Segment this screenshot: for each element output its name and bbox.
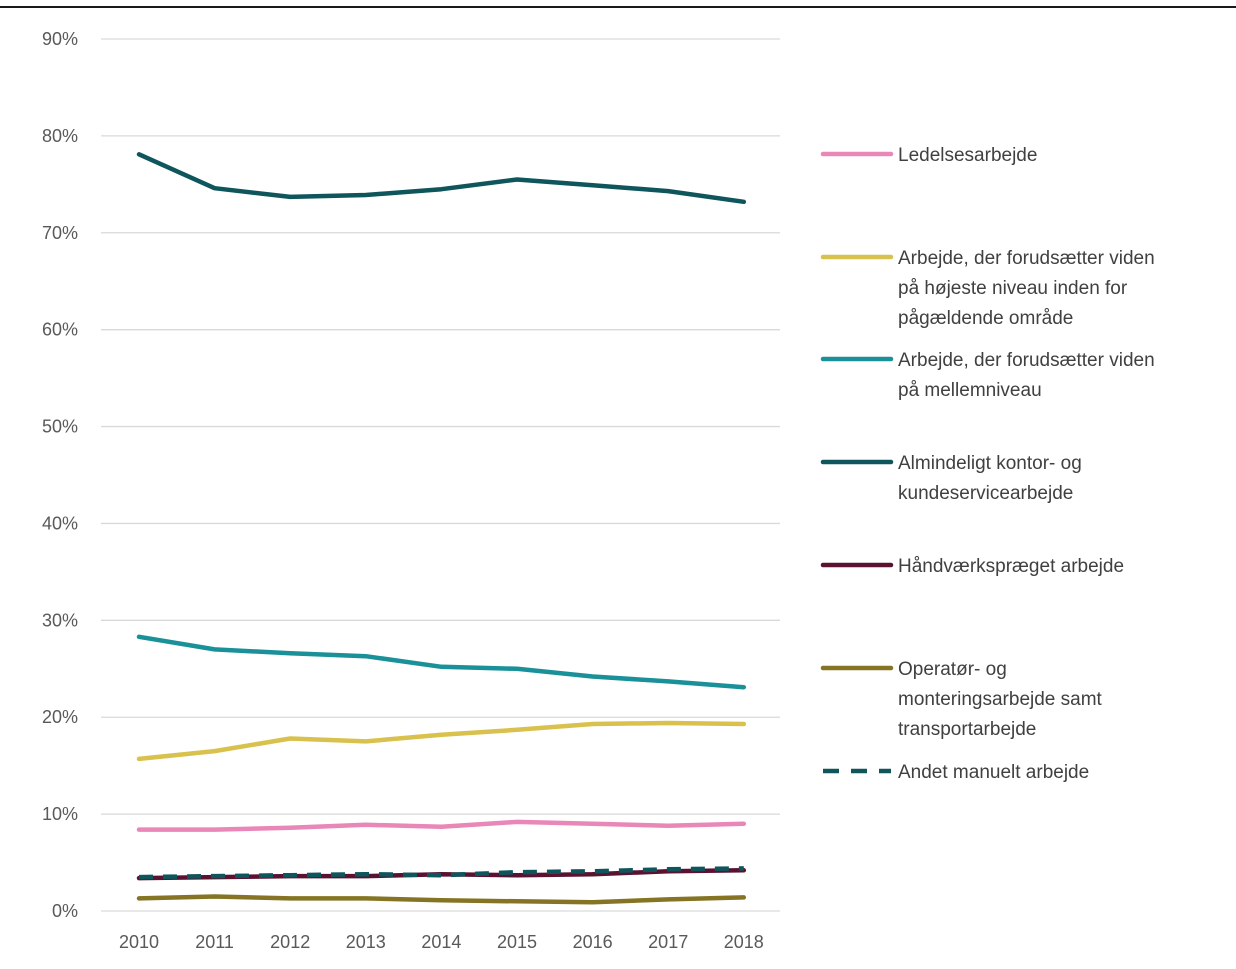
- legend-label: Andet manuelt arbejde: [898, 762, 1089, 783]
- x-tick-label: 2012: [270, 932, 310, 952]
- y-tick-label: 0%: [52, 901, 78, 921]
- legend-label: Arbejde, der forudsætter viden: [898, 350, 1155, 371]
- y-tick-label: 90%: [42, 29, 78, 49]
- x-tick-label: 2016: [573, 932, 613, 952]
- y-tick-label: 30%: [42, 610, 78, 630]
- legend-label: Almindeligt kontor- og: [898, 453, 1082, 474]
- legend-label: kundeservicearbejde: [898, 483, 1073, 504]
- series-line: [136, 894, 747, 905]
- legend-label: Ledelsesarbejde: [898, 145, 1037, 166]
- legend: Ledelsesarbejde Arbejde, der forudsætter …: [820, 145, 1155, 783]
- y-tick-label: 10%: [42, 804, 78, 824]
- y-axis: 0% 10% 20% 30% 40% 50% 60% 70% 80% 90%: [42, 29, 78, 921]
- x-tick-label: 2011: [195, 932, 234, 952]
- legend-label: pågældende område: [898, 308, 1073, 329]
- x-tick-label: 2015: [497, 932, 537, 952]
- y-tick-label: 60%: [42, 320, 78, 340]
- series-line: [136, 152, 747, 205]
- series-line: [136, 634, 747, 690]
- legend-label: monteringsarbejde samt: [898, 689, 1103, 710]
- series-line: [136, 720, 747, 762]
- legend-label: Håndværkspræget arbejde: [898, 556, 1124, 577]
- y-tick-label: 70%: [42, 223, 78, 243]
- y-tick-label: 80%: [42, 126, 78, 146]
- legend-label: transportarbejde: [898, 719, 1036, 740]
- y-tick-label: 50%: [42, 417, 78, 437]
- x-tick-label: 2010: [119, 932, 159, 952]
- y-tick-label: 40%: [42, 513, 78, 533]
- series-line: [138, 866, 744, 880]
- x-tick-label: 2013: [346, 932, 386, 952]
- series-lines: [136, 152, 747, 905]
- y-tick-label: 20%: [42, 707, 78, 727]
- legend-label: på højeste niveau inden for: [898, 278, 1128, 299]
- legend-label: på mellemniveau: [898, 380, 1042, 401]
- x-tick-label: 2014: [421, 932, 461, 952]
- x-axis: 2010 2011 2012 2013 2014 2015 2016 2017 2018: [119, 932, 764, 952]
- top-rule: [0, 6, 1236, 8]
- series-line: [136, 819, 747, 832]
- legend-label: Arbejde, der forudsætter viden: [898, 248, 1155, 269]
- legend-label: Operatør- og: [898, 659, 1007, 680]
- x-tick-label: 2018: [724, 932, 764, 952]
- gridlines: [101, 38, 780, 912]
- x-tick-label: 2017: [648, 932, 688, 952]
